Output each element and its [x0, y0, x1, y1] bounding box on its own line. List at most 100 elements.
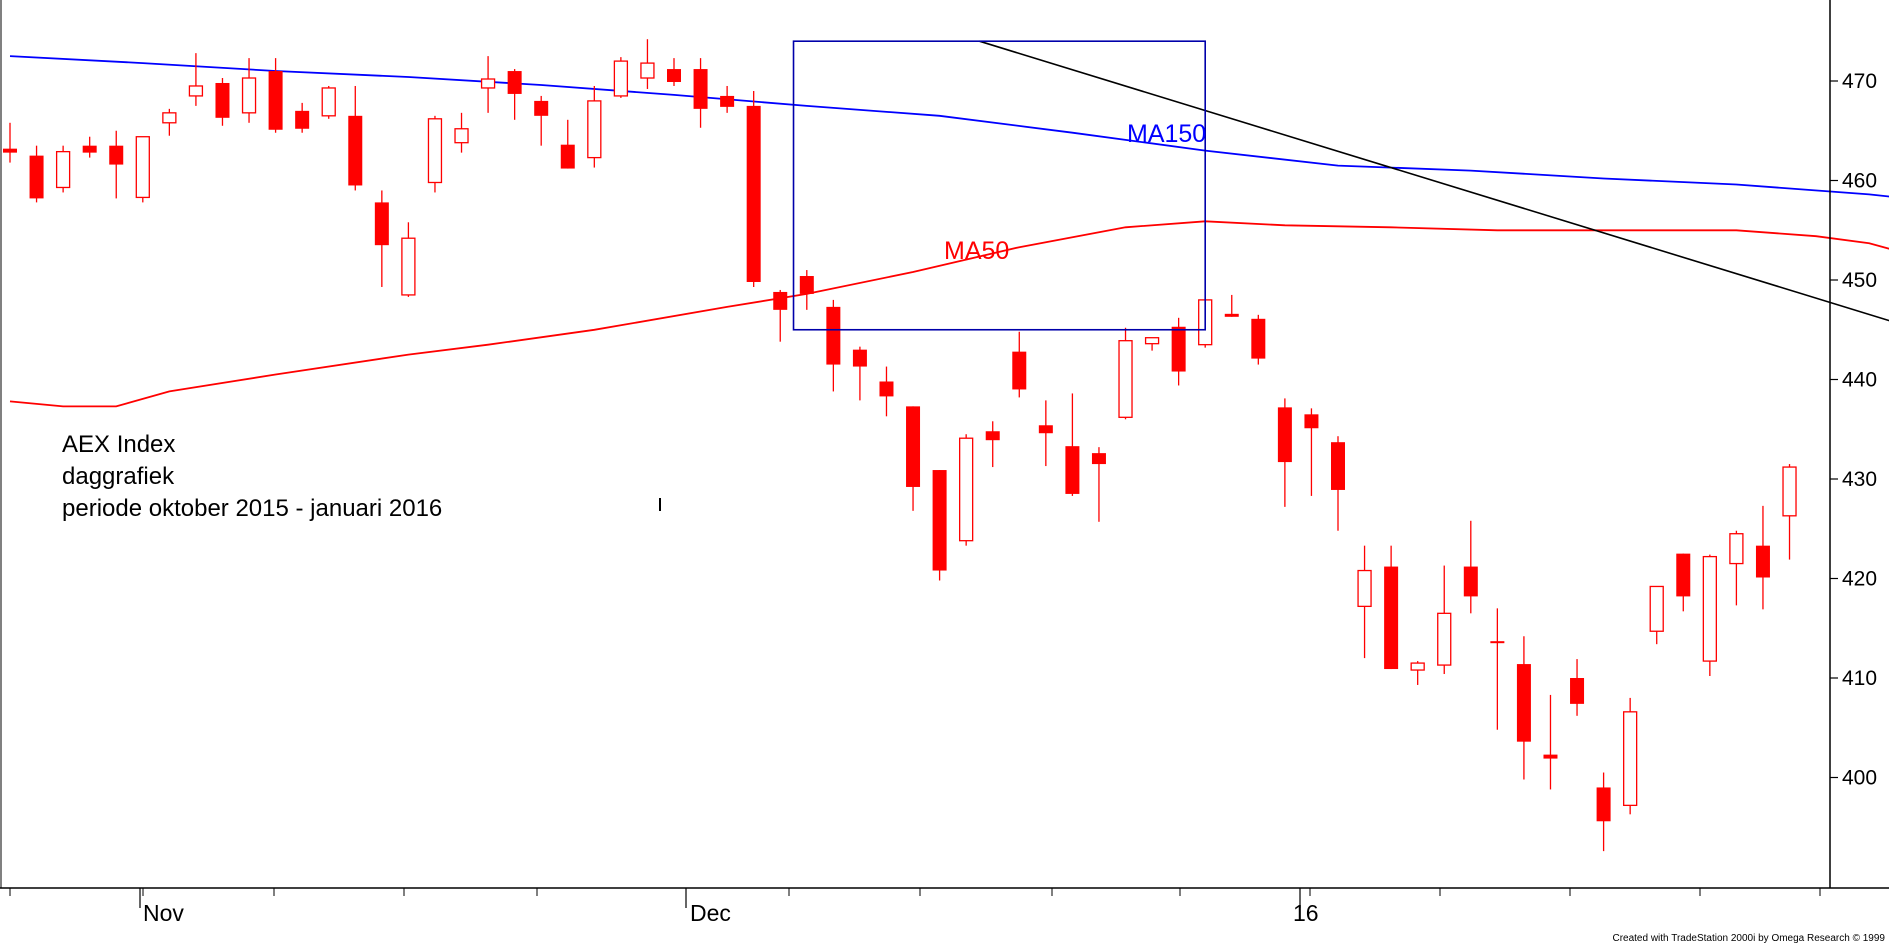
y-tick-label: 460	[1842, 170, 1877, 193]
candle-body-up	[1410, 662, 1425, 671]
candle-body-down	[1171, 326, 1186, 372]
candle-body-down	[348, 115, 363, 186]
candle-body-up	[1702, 555, 1717, 662]
candle-body-down	[693, 69, 708, 109]
candle-body-down	[667, 69, 681, 82]
candle-body-down	[1224, 313, 1239, 317]
candle	[1463, 520, 1478, 614]
candle	[507, 69, 522, 120]
candle-body-down	[932, 470, 947, 571]
candle-body-down	[82, 145, 97, 153]
candle-body-down	[1755, 545, 1770, 578]
candle	[773, 289, 788, 342]
candle	[613, 57, 629, 98]
candle	[879, 366, 894, 417]
candle-body-up	[162, 112, 177, 124]
candle	[587, 85, 602, 168]
candle-body-down	[773, 291, 788, 310]
candle-body-down	[3, 148, 17, 153]
y-axis-ticks: 400 410 420 430 440 450 460 470	[1830, 70, 1877, 790]
ma150-line-group	[9, 55, 1889, 198]
y-tick-label: 420	[1842, 568, 1877, 591]
candle	[321, 85, 336, 119]
labels-group: MA150 MA50	[944, 120, 1206, 265]
candle	[720, 85, 735, 113]
candle	[1012, 331, 1027, 398]
candle	[667, 58, 681, 86]
candle-body-down	[29, 155, 44, 199]
candle	[374, 190, 389, 287]
candle-body-down	[507, 71, 522, 94]
candle	[55, 145, 71, 193]
x-tick-label: Nov	[143, 900, 184, 926]
candle-body-down	[1091, 453, 1106, 465]
candle	[1277, 398, 1292, 507]
candle-body-up	[1357, 569, 1372, 608]
ma150-line	[9, 55, 1889, 198]
candle	[1596, 772, 1611, 852]
trendline	[979, 40, 1889, 322]
candle	[852, 346, 867, 401]
candle	[1331, 436, 1345, 531]
candles-group	[3, 39, 1797, 852]
candle-body-down	[852, 349, 867, 367]
candle	[1729, 530, 1744, 606]
x-axis-ticks: Nov Dec 16	[9, 888, 1821, 926]
candle-body-down	[1570, 678, 1585, 704]
candle-body-down	[1516, 664, 1531, 742]
candle	[480, 56, 496, 113]
candle	[1543, 694, 1558, 790]
x-tick-label: Dec	[690, 900, 731, 926]
candle	[1755, 505, 1770, 610]
candle	[959, 434, 974, 546]
candle	[241, 58, 257, 123]
ma50-label: MA50	[944, 237, 1009, 265]
candle	[162, 108, 177, 136]
candle-body-down	[109, 145, 124, 165]
candle	[640, 39, 655, 89]
candle	[1091, 447, 1106, 522]
candle	[693, 58, 708, 128]
candle	[1171, 317, 1186, 386]
candle-body-up	[640, 62, 655, 79]
candle	[295, 102, 310, 133]
candle	[906, 406, 921, 511]
candle	[560, 119, 575, 169]
candle	[29, 145, 44, 203]
candle	[135, 136, 150, 203]
candle-body-down	[1012, 351, 1027, 390]
candle	[3, 122, 17, 163]
candle-body-down	[1277, 407, 1292, 463]
candle-body-down	[1384, 566, 1399, 670]
candle-body-up	[1623, 711, 1638, 807]
candle	[1516, 636, 1531, 780]
candle-body-down	[1038, 425, 1053, 434]
candle	[1038, 400, 1053, 467]
y-tick-label: 410	[1842, 667, 1877, 690]
candle	[826, 299, 841, 392]
candle	[985, 421, 1000, 468]
candle	[401, 222, 416, 297]
title-group: AEX Index daggrafiek periode oktober 2015 …	[62, 431, 442, 522]
candle-body-up	[613, 60, 629, 97]
candle-body-down	[1596, 787, 1611, 822]
axes-group	[0, 0, 1889, 889]
ma50-line	[9, 220, 1889, 408]
footer-text: Created with TradeStation 2000i by Omega…	[1612, 933, 1885, 944]
candle	[427, 115, 443, 193]
candle-body-up	[427, 118, 443, 184]
candle-body-up	[1649, 585, 1664, 632]
candle	[799, 270, 814, 310]
candle-body-up	[55, 150, 71, 189]
candle-body-down	[268, 71, 283, 130]
candle-body-up	[959, 437, 974, 542]
candle-body-up	[135, 136, 150, 199]
candle-body-down	[906, 406, 921, 487]
candle	[1490, 608, 1505, 730]
candle-body-down	[1304, 414, 1319, 429]
candle	[268, 58, 283, 133]
candle	[1065, 393, 1080, 496]
candle-body-down	[374, 202, 389, 246]
candle-body-down	[1065, 446, 1080, 494]
